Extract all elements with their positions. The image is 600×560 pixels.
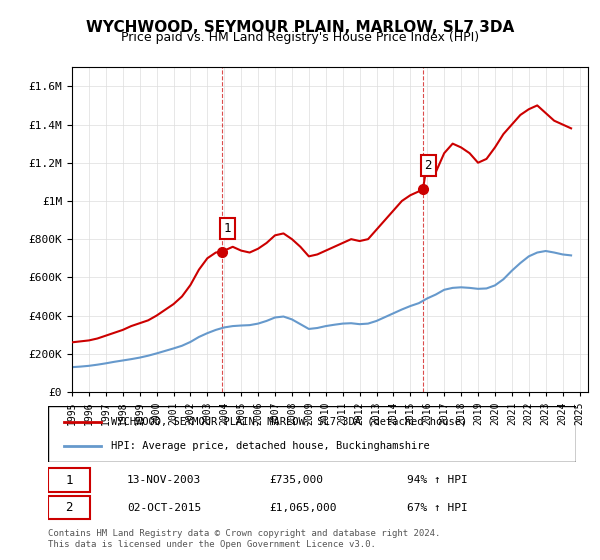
Text: 2: 2 <box>424 159 432 172</box>
Text: £1,065,000: £1,065,000 <box>270 503 337 513</box>
Text: 1: 1 <box>65 474 73 487</box>
Text: HPI: Average price, detached house, Buckinghamshire: HPI: Average price, detached house, Buck… <box>112 441 430 451</box>
Text: 13-NOV-2003: 13-NOV-2003 <box>127 475 202 485</box>
Text: 1: 1 <box>223 222 231 235</box>
Text: 2: 2 <box>65 501 73 514</box>
FancyBboxPatch shape <box>48 496 90 520</box>
Text: Contains HM Land Registry data © Crown copyright and database right 2024.
This d: Contains HM Land Registry data © Crown c… <box>48 529 440 549</box>
Text: Price paid vs. HM Land Registry's House Price Index (HPI): Price paid vs. HM Land Registry's House … <box>121 31 479 44</box>
Text: 67% ↑ HPI: 67% ↑ HPI <box>407 503 468 513</box>
Text: WYCHWOOD, SEYMOUR PLAIN, MARLOW, SL7 3DA (detached house): WYCHWOOD, SEYMOUR PLAIN, MARLOW, SL7 3DA… <box>112 417 467 427</box>
Text: 02-OCT-2015: 02-OCT-2015 <box>127 503 202 513</box>
Text: WYCHWOOD, SEYMOUR PLAIN, MARLOW, SL7 3DA: WYCHWOOD, SEYMOUR PLAIN, MARLOW, SL7 3DA <box>86 20 514 35</box>
FancyBboxPatch shape <box>48 468 90 492</box>
Text: 94% ↑ HPI: 94% ↑ HPI <box>407 475 468 485</box>
Text: £735,000: £735,000 <box>270 475 324 485</box>
